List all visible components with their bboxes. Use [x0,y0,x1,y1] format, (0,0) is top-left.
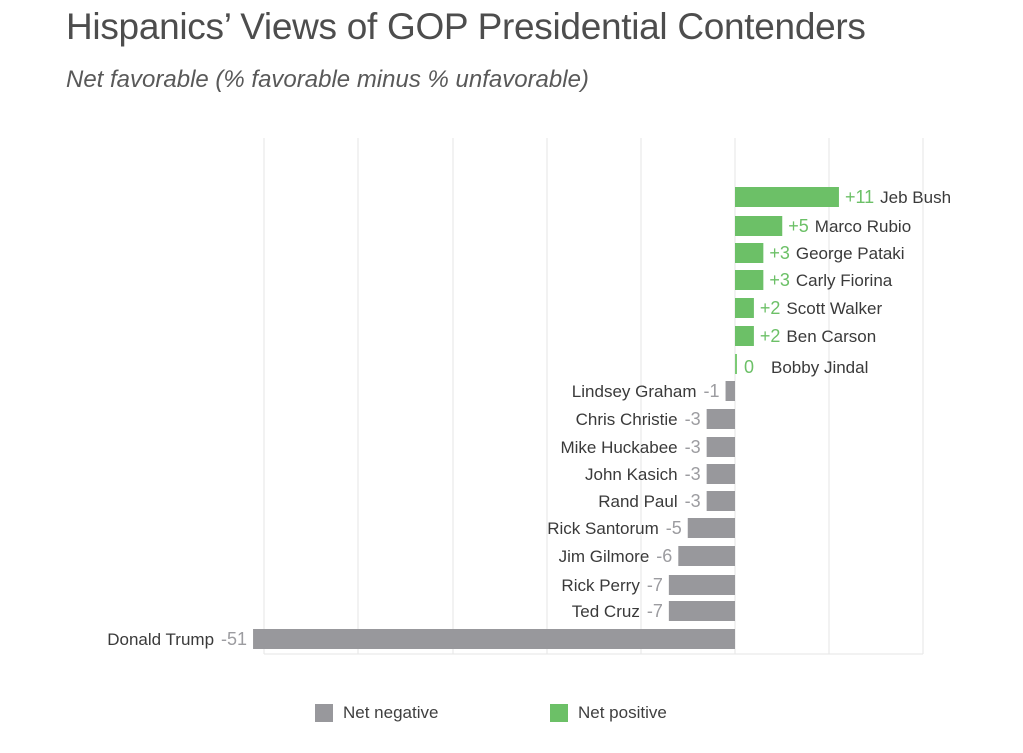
category-label-carly-fiorina: Carly Fiorina [796,271,893,290]
bar-marco-rubio [735,216,783,236]
category-label-ted-cruz: Ted Cruz [572,602,640,621]
bar-ben-carson [735,326,754,346]
category-label-rick-perry: Rick Perry [561,576,640,595]
category-label-marco-rubio: Marco Rubio [815,217,911,236]
bar-rand-paul [706,491,735,511]
value-label-marco-rubio: +5 [788,216,809,236]
bar-rick-santorum [687,518,735,538]
value-label-george-pataki: +3 [769,243,790,263]
value-label-jim-gilmore: -6 [656,546,672,566]
value-label-ted-cruz: -7 [647,601,663,621]
category-label-jeb-bush: Jeb Bush [880,188,951,207]
value-label-rand-paul: -3 [685,491,701,511]
value-label-rick-santorum: -5 [666,518,682,538]
category-label-john-kasich: John Kasich [585,465,678,484]
legend-item-positive: Net positive [550,703,667,723]
category-label-donald-trump: Donald Trump [107,630,214,649]
category-label-jim-gilmore: Jim Gilmore [559,547,650,566]
value-label-chris-christie: -3 [685,409,701,429]
value-label-lindsey-graham: -1 [704,381,720,401]
bar-jim-gilmore [678,546,735,566]
bar-lindsey-graham [725,381,735,401]
category-label-lindsey-graham: Lindsey Graham [572,382,697,401]
bar-jeb-bush [735,187,839,207]
value-label-carly-fiorina: +3 [769,270,790,290]
value-label-donald-trump: -51 [221,629,247,649]
category-label-rick-santorum: Rick Santorum [547,519,658,538]
legend-label-positive: Net positive [578,703,667,722]
category-label-scott-walker: Scott Walker [786,299,882,318]
category-label-bobby-jindal: Bobby Jindal [771,358,868,377]
category-label-ben-carson: Ben Carson [786,327,876,346]
chart-subtitle: Net favorable (% favorable minus % unfav… [66,66,589,93]
bar-rick-perry [668,575,735,595]
value-label-jeb-bush: +11 [845,187,874,207]
legend-swatch-negative [315,704,333,722]
bar-mike-huckabee [706,437,735,457]
value-label-john-kasich: -3 [685,464,701,484]
category-label-rand-paul: Rand Paul [598,492,677,511]
value-label-bobby-jindal: 0 [744,357,754,377]
bar-scott-walker [735,298,754,318]
value-label-rick-perry: -7 [647,575,663,595]
legend: Net negative Net positive [0,703,1023,727]
bar-bobby-jindal [735,354,737,374]
value-label-ben-carson: +2 [760,326,781,346]
legend-label-negative: Net negative [343,703,439,722]
category-label-chris-christie: Chris Christie [576,410,678,429]
bar-ted-cruz [668,601,735,621]
value-label-mike-huckabee: -3 [685,437,701,457]
legend-swatch-positive [550,704,568,722]
category-label-george-pataki: George Pataki [796,244,905,263]
legend-item-negative: Net negative [315,703,438,723]
value-label-scott-walker: +2 [760,298,781,318]
bar-chris-christie [706,409,735,429]
chart-title: Hispanics’ Views of GOP Presidential Con… [66,6,866,47]
bar-carly-fiorina [735,270,764,290]
bar-john-kasich [706,464,735,484]
bar-george-pataki [735,243,764,263]
bar-donald-trump [253,629,736,649]
category-label-mike-huckabee: Mike Huckabee [560,438,677,457]
